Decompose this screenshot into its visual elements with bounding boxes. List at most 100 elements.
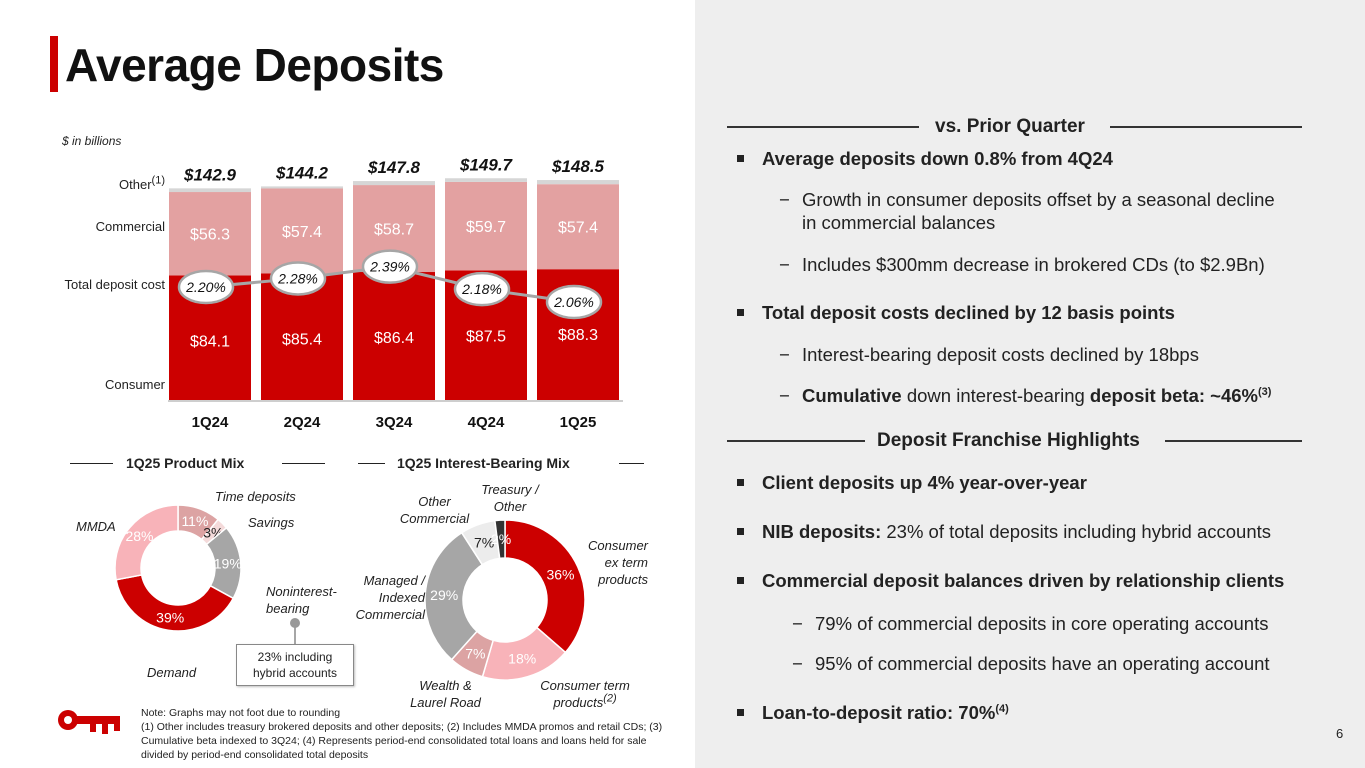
franchise-highlights-heading: Deposit Franchise Highlights	[877, 430, 1140, 451]
units-note: $ in billions	[62, 134, 122, 148]
key-logo-icon	[58, 710, 120, 734]
bar-commercial-1Q24	[169, 192, 251, 276]
deposit-cost-label-4Q24: 2.18%	[461, 281, 502, 297]
bar-total-4Q24: $149.7	[459, 155, 514, 174]
deposit-cost-marker-3Q24	[361, 249, 419, 284]
slice-label-managed-indexed-commercial: 29%	[430, 587, 458, 603]
bar-label-consumer-1Q25: $88.3	[558, 327, 598, 344]
bar-total-1Q25: $148.5	[551, 157, 605, 176]
bar-other-2Q24	[261, 186, 343, 189]
bar-other-4Q24	[445, 178, 527, 182]
row-label-consumer: Consumer	[105, 377, 165, 392]
slice-label-demand: 39%	[156, 609, 184, 625]
slice-label-consumer-term-products: 18%	[508, 651, 536, 667]
bar-label-commercial-4Q24: $59.7	[466, 219, 506, 236]
bar-other-3Q24	[353, 181, 435, 186]
vs-prior-rule-right	[1110, 126, 1302, 128]
label-consumer-term-products: Consumer term products(2)	[540, 678, 630, 710]
deposit-cost-label-2Q24: 2.28%	[277, 270, 318, 286]
slice-consumer-ex-term-products	[504, 519, 586, 654]
interest-mix-rule-right	[619, 463, 644, 464]
label-time-deposits: Time deposits	[215, 489, 296, 504]
slice-label-other-commercial: 7%	[474, 535, 494, 551]
vs-prior-rule-left	[727, 126, 919, 128]
bar-label-commercial-3Q24: $58.7	[374, 222, 414, 239]
sub-consumer-growth: − Growth in consumer deposits offset by a…	[779, 189, 1275, 233]
bar-commercial-2Q24	[261, 188, 343, 274]
x-tick-2Q24: 2Q24	[284, 414, 321, 431]
title-accent-bar	[50, 36, 58, 92]
interest-bearing-mix-donut: 36%18%7%29%7%2%	[424, 519, 586, 681]
right-panel	[695, 0, 1365, 768]
bar-total-3Q24: $147.8	[367, 158, 421, 177]
deposit-cost-marker-4Q24	[453, 271, 511, 307]
slice-label-noninterest-bearing: 19%	[214, 555, 242, 571]
label-demand: Demand	[147, 665, 197, 680]
slice-treasury-other	[494, 519, 506, 560]
bar-commercial-4Q24	[445, 181, 527, 271]
bar-label-consumer-3Q24: $86.4	[374, 330, 414, 347]
row-label-commercial: Commercial	[95, 219, 165, 234]
product-mix-rule-right	[282, 463, 325, 464]
bar-other-1Q24	[169, 188, 251, 193]
sub-core-operating-accounts: −79% of commercial deposits in core oper…	[792, 613, 1269, 634]
bar-total-1Q24: $142.9	[183, 165, 237, 184]
hybrid-accounts-callout: 23% including hybrid accounts	[236, 644, 354, 686]
label-consumer-ex-term: Consumer ex term products	[588, 538, 648, 587]
bar-other-1Q25	[537, 180, 619, 185]
row-label-total-deposit-cost: Total deposit cost	[64, 277, 165, 292]
bar-consumer-3Q24	[353, 272, 435, 400]
slice-label-wealth-laurel-road: 7%	[465, 645, 485, 661]
label-noninterest-bearing: Noninterest-bearing	[266, 584, 337, 616]
footnote: Note: Graphs may not foot due to roundin…	[141, 707, 663, 761]
label-treasury-other: Treasury / Other	[481, 482, 539, 514]
page-title: Average Deposits	[65, 39, 444, 91]
bar-label-consumer-2Q24: $85.4	[282, 332, 322, 349]
slice-label-mmda: 28%	[125, 528, 153, 544]
row-label-other: Other(1)	[119, 174, 165, 192]
slice-demand	[115, 574, 235, 632]
product-mix-title: 1Q25 Product Mix	[126, 455, 245, 471]
x-tick-1Q24: 1Q24	[192, 414, 229, 431]
label-other-commercial: Other Commercial	[399, 494, 470, 526]
deposit-cost-label-3Q24: 2.39%	[369, 259, 410, 275]
sub-operating-account: −95% of commercial deposits have an oper…	[792, 653, 1270, 674]
slice-label-treasury-other: 2%	[491, 531, 511, 547]
sub-interest-bearing-costs: − Interest-bearing deposit costs declined…	[779, 344, 1199, 365]
bar-label-consumer-4Q24: $87.5	[466, 328, 506, 345]
bar-label-commercial-1Q24: $56.3	[190, 227, 230, 244]
franchise-rule-left	[727, 440, 865, 442]
deposit-cost-marker-1Q25	[545, 284, 603, 320]
bar-label-commercial-1Q25: $57.4	[558, 220, 598, 237]
stacked-bar-chart: $84.1 $56.3 $142.9 1Q24 $85.4 $57.4 $144.2 2Q24…	[168, 155, 623, 431]
label-wealth-laurel-road: Wealth & Laurel Road	[410, 678, 481, 710]
franchise-rule-right	[1165, 440, 1302, 442]
deposit-cost-marker-2Q24	[269, 261, 327, 296]
page-number: 6	[1336, 726, 1344, 741]
slice-label-time-deposits: 11%	[181, 513, 208, 529]
label-mmda: MMDA	[76, 519, 116, 534]
product-mix-rule-left	[70, 463, 113, 464]
product-mix-donut: 11%3%19%39%28%	[114, 504, 242, 632]
x-tick-1Q25: 1Q25	[560, 414, 597, 431]
sub-brokered-cds: − Includes $300mm decrease in brokered CD…	[779, 254, 1265, 275]
sub-cumulative-beta: − Cumulative down interest-bearing deposi…	[779, 385, 1272, 406]
slice-label-consumer-ex-term-products: 36%	[546, 567, 574, 583]
deposit-cost-label-1Q24: 2.20%	[185, 279, 226, 295]
vs-prior-quarter-heading: vs. Prior Quarter	[935, 116, 1085, 137]
slice-managed-indexed-commercial	[424, 531, 484, 661]
deposit-cost-marker-1Q24	[177, 269, 235, 305]
x-tick-4Q24: 4Q24	[468, 414, 505, 431]
label-savings: Savings	[248, 515, 295, 530]
interest-mix-rule-left	[358, 463, 385, 464]
bar-label-consumer-1Q24: $84.1	[190, 333, 230, 350]
bar-commercial-1Q25	[537, 184, 619, 270]
bar-total-2Q24: $144.2	[275, 163, 329, 182]
x-tick-3Q24: 3Q24	[376, 414, 413, 431]
deposit-cost-label-1Q25: 2.06%	[553, 294, 594, 310]
slice-mmda	[114, 504, 179, 581]
bar-label-commercial-2Q24: $57.4	[282, 224, 322, 241]
label-managed-indexed-commercial: Managed / Indexed Commercial	[355, 573, 425, 622]
callout-pin-icon	[290, 618, 300, 644]
interest-mix-title: 1Q25 Interest-Bearing Mix	[397, 455, 570, 471]
